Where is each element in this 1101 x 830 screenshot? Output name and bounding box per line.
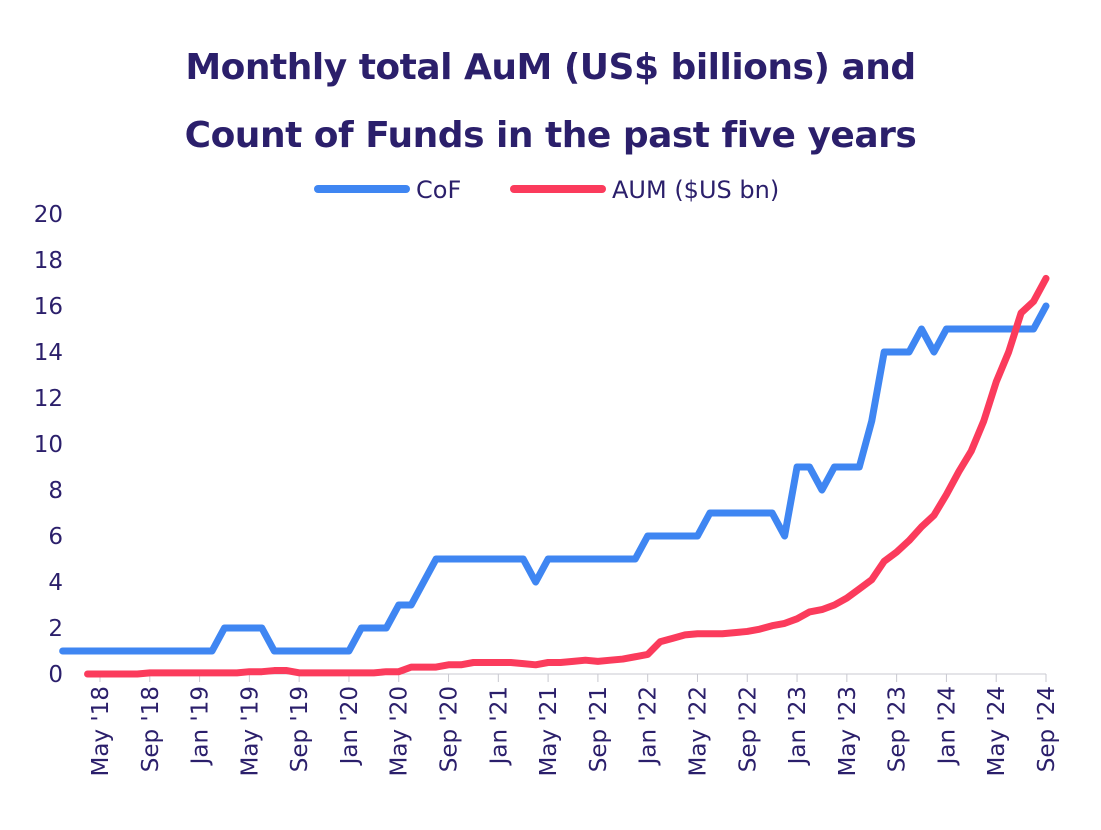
y-tick-label: 4	[48, 570, 63, 596]
y-tick-label: 14	[34, 340, 63, 366]
x-tick-label: Jan '20	[337, 686, 363, 766]
chart-title-line-2: Count of Funds in the past five years	[184, 115, 917, 156]
y-tick-label: 6	[48, 524, 63, 550]
chart-title-line-1: Monthly total AuM (US$ billions) and	[185, 47, 916, 88]
y-tick-label: 20	[34, 202, 63, 228]
x-tick-label: Jan '19	[188, 686, 214, 766]
y-axis: 0 2 4 6 8 10 12 14 16 18 20	[34, 202, 63, 688]
x-tick-label: Sep '23	[885, 686, 911, 772]
y-tick-label: 18	[34, 248, 63, 274]
x-tick-label: Sep '18	[138, 686, 164, 772]
x-tick-label: Jan '23	[785, 686, 811, 766]
y-tick-label: 12	[34, 386, 63, 412]
x-tick-label: Jan '21	[486, 686, 512, 766]
legend: CoF AUM ($US bn)	[314, 176, 779, 204]
series-aum	[84, 274, 1050, 678]
x-tick-label: Sep '20	[437, 686, 463, 772]
y-tick-label: 0	[48, 662, 63, 688]
x-tick-label: Sep '19	[287, 686, 313, 772]
series-line	[59, 302, 1050, 655]
legend-label-aum: AUM ($US bn)	[612, 176, 779, 204]
x-tick-label: May '22	[685, 686, 711, 776]
y-tick-label: 2	[48, 616, 63, 642]
series-line	[84, 274, 1050, 678]
series-layer	[59, 274, 1050, 678]
x-tick-label: May '18	[88, 686, 114, 776]
legend-label-cof: CoF	[416, 176, 461, 204]
x-tick-label: Sep '24	[1034, 686, 1060, 772]
x-tick-label: May '24	[984, 686, 1010, 776]
x-tick-label: Sep '21	[586, 686, 612, 772]
x-axis: May '18 Sep '18 Jan '19 May '19 Sep '19 Jan '…	[88, 673, 1060, 776]
chart-title: Monthly total AuM (US$ billions) and Cou…	[0, 34, 1101, 170]
x-tick-label: Sep '22	[735, 686, 761, 772]
series-cof	[59, 302, 1050, 655]
y-tick-label: 10	[34, 432, 63, 458]
x-tick-label: May '20	[387, 686, 413, 776]
y-tick-label: 16	[34, 294, 63, 320]
y-tick-label: 8	[48, 478, 63, 504]
x-tick-label: May '21	[536, 686, 562, 776]
x-tick-label: Jan '24	[934, 686, 960, 766]
x-tick-label: May '19	[237, 686, 263, 776]
x-tick-label: Jan '22	[636, 686, 662, 766]
x-tick-label: May '23	[835, 686, 861, 776]
